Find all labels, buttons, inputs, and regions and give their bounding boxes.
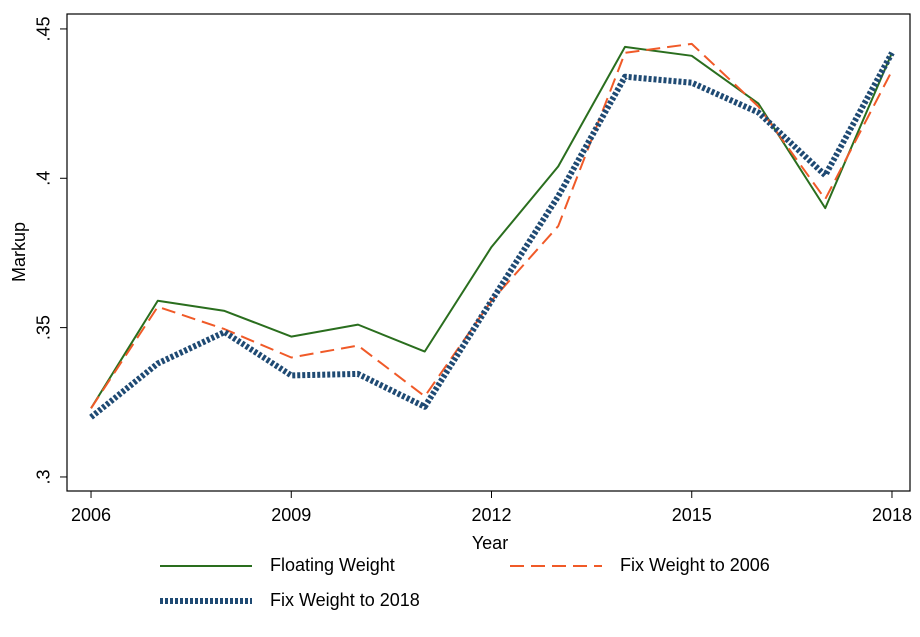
legend-label: Fix Weight to 2018 <box>270 590 420 610</box>
y-tick-label: .45 <box>34 16 54 41</box>
x-tick-label: 2012 <box>471 505 511 525</box>
series-line <box>90 42 893 409</box>
series-line <box>90 45 893 409</box>
legend-label: Floating Weight <box>270 555 395 575</box>
x-tick-label: 2015 <box>672 505 712 525</box>
x-tick-label: 2018 <box>872 505 912 525</box>
y-tick-label: .35 <box>34 315 54 340</box>
x-tick-label: 2009 <box>271 505 311 525</box>
y-tick-label: .3 <box>34 469 54 484</box>
x-tick-label: 2006 <box>71 505 111 525</box>
y-tick-label: .4 <box>34 171 54 186</box>
series-line <box>89 51 895 420</box>
y-axis-title: Markup <box>9 222 29 282</box>
plot-frame <box>66 13 911 492</box>
legend-label: Fix Weight to 2006 <box>620 555 770 575</box>
x-axis-title: Year <box>472 533 508 553</box>
